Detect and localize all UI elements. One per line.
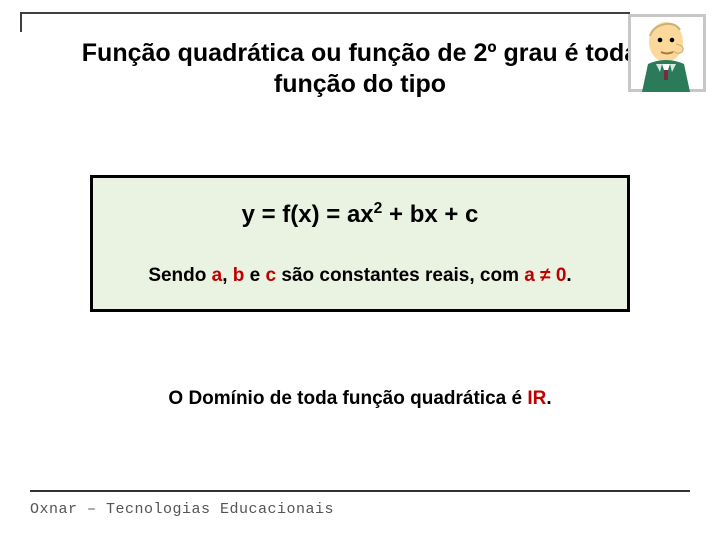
formula-box: y = f(x) = ax2 + bx + c Sendo a, b e c s… [90,175,630,312]
desc-text: , [222,265,233,286]
character-avatar-icon [628,14,706,92]
formula-pre: y = f(x) = ax [242,201,374,228]
domain-post: . [546,388,551,409]
footer-divider [30,490,690,492]
desc-condition: a ≠ 0 [524,265,566,286]
formula-post: + bx + c [382,201,478,228]
formula-equation: y = f(x) = ax2 + bx + c [113,200,607,229]
domain-statement: O Domínio de toda função quadrática é IR… [0,388,720,410]
domain-ir: IR [527,388,546,409]
slide-title: Função quadrática ou função de 2º grau é… [40,38,680,101]
domain-pre: O Domínio de toda função quadrática é [168,388,527,409]
footer-credit: Oxnar – Tecnologias Educacionais [30,501,334,518]
frame-top-corner [20,12,630,32]
desc-c: c [266,265,277,286]
desc-text: Sendo [148,265,211,286]
formula-description: Sendo a, b e c são constantes reais, com… [113,263,607,289]
desc-a: a [212,265,223,286]
desc-b: b [233,265,245,286]
desc-text: são constantes reais, com [276,265,524,286]
desc-text: e [244,265,265,286]
desc-text: . [566,265,571,286]
